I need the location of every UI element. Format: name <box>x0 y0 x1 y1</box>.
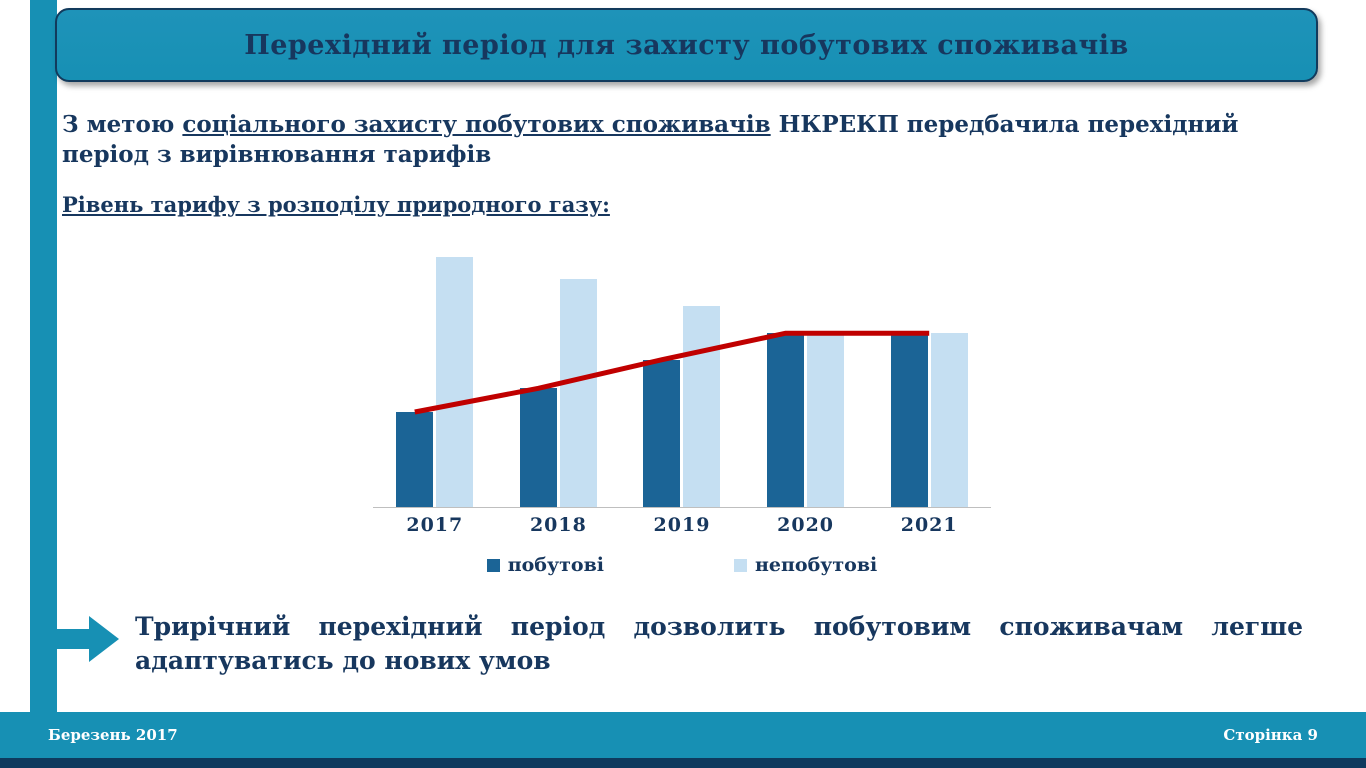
conclusion-line2: адаптуватись до нових умов <box>135 645 551 675</box>
bar-group-2021 <box>867 222 991 507</box>
bar-group-2020 <box>744 222 868 507</box>
slide-title-bar: Перехідний період для захисту побутових … <box>55 8 1318 82</box>
bar-побутові-2017 <box>396 412 434 507</box>
legend-label: непобутові <box>755 554 878 576</box>
bar-непобутові-2021 <box>930 333 968 507</box>
intro-prefix: З метою <box>62 111 183 138</box>
x-axis-labels: 2017 2018 2019 2020 2021 <box>373 514 991 536</box>
bar-непобутові-2017 <box>436 257 474 507</box>
conclusion-line1: Трирічний перехідний період дозволить по… <box>135 612 1303 641</box>
x-axis-label-2021: 2021 <box>900 514 958 536</box>
intro-rest: НКРЕКП передбачила перехідний <box>770 111 1239 138</box>
intro-paragraph: З метою соціального захисту побутових сп… <box>62 110 1318 171</box>
legend-swatch-icon <box>734 558 747 572</box>
chart-heading: Рівень тарифу з розподілу природного газ… <box>62 192 610 217</box>
slide-title: Перехідний період для захисту побутових … <box>244 29 1129 61</box>
bar-group-2017 <box>373 222 497 507</box>
conclusion-text: Трирічний перехідний період дозволить по… <box>135 610 1303 677</box>
footer-bar: Березень 2017 Сторінка 9 <box>0 712 1366 758</box>
x-axis-label-2017: 2017 <box>406 514 464 536</box>
legend-item-непобутові: непобутові <box>734 554 877 576</box>
bar-побутові-2019 <box>643 360 681 507</box>
chart-plot-area <box>373 222 991 508</box>
bar-побутові-2020 <box>767 333 805 507</box>
footer-bottom-strip <box>0 758 1366 768</box>
legend-swatch-icon <box>486 558 500 572</box>
chart-legend: побутові непобутові <box>373 554 991 576</box>
footer-date: Березень 2017 <box>48 726 178 744</box>
intro-underlined-phrase: соціального захисту побутових споживачів <box>182 111 771 138</box>
intro-line1: З метою соціального захисту побутових сп… <box>62 110 1318 140</box>
bar-непобутові-2018 <box>559 279 597 507</box>
x-axis-label-2019: 2019 <box>653 514 711 536</box>
bar-побутові-2018 <box>519 388 557 507</box>
bar-group-2019 <box>620 222 744 507</box>
x-axis-label-2020: 2020 <box>777 514 835 536</box>
bar-непобутові-2019 <box>683 306 721 507</box>
tariff-chart: 2017 2018 2019 2020 2021 побутові непобутові <box>373 222 991 576</box>
x-axis-label-2018: 2018 <box>529 514 587 536</box>
bar-побутові-2021 <box>890 333 928 507</box>
bar-непобутові-2020 <box>807 333 845 507</box>
bar-group-2018 <box>497 222 621 507</box>
intro-line2: період з вирівнювання тарифів <box>62 141 492 169</box>
footer-page-number: Сторінка 9 <box>1223 726 1318 744</box>
legend-label: побутові <box>507 554 604 576</box>
legend-item-побутові: побутові <box>486 554 604 576</box>
arrow-icon <box>55 616 119 662</box>
left-accent-stripe <box>30 0 57 768</box>
